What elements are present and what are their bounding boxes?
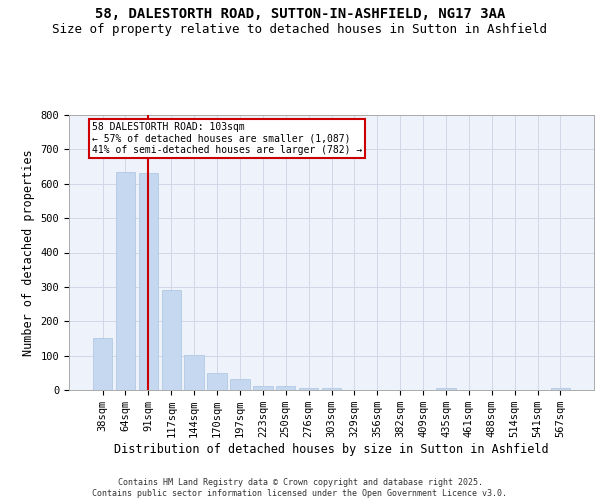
- Text: 58 DALESTORTH ROAD: 103sqm
← 57% of detached houses are smaller (1,087)
41% of s: 58 DALESTORTH ROAD: 103sqm ← 57% of deta…: [92, 122, 362, 155]
- Bar: [299, 388, 319, 390]
- Bar: [551, 388, 570, 390]
- Bar: [276, 386, 295, 390]
- Bar: [116, 172, 135, 390]
- Bar: [184, 354, 204, 390]
- Bar: [253, 386, 272, 390]
- Bar: [139, 174, 158, 390]
- Text: 58, DALESTORTH ROAD, SUTTON-IN-ASHFIELD, NG17 3AA: 58, DALESTORTH ROAD, SUTTON-IN-ASHFIELD,…: [95, 8, 505, 22]
- X-axis label: Distribution of detached houses by size in Sutton in Ashfield: Distribution of detached houses by size …: [114, 443, 549, 456]
- Bar: [436, 388, 455, 390]
- Y-axis label: Number of detached properties: Number of detached properties: [22, 149, 35, 356]
- Bar: [93, 338, 112, 390]
- Bar: [161, 290, 181, 390]
- Bar: [230, 378, 250, 390]
- Text: Contains HM Land Registry data © Crown copyright and database right 2025.
Contai: Contains HM Land Registry data © Crown c…: [92, 478, 508, 498]
- Bar: [322, 388, 341, 390]
- Text: Size of property relative to detached houses in Sutton in Ashfield: Size of property relative to detached ho…: [53, 22, 548, 36]
- Bar: [208, 373, 227, 390]
